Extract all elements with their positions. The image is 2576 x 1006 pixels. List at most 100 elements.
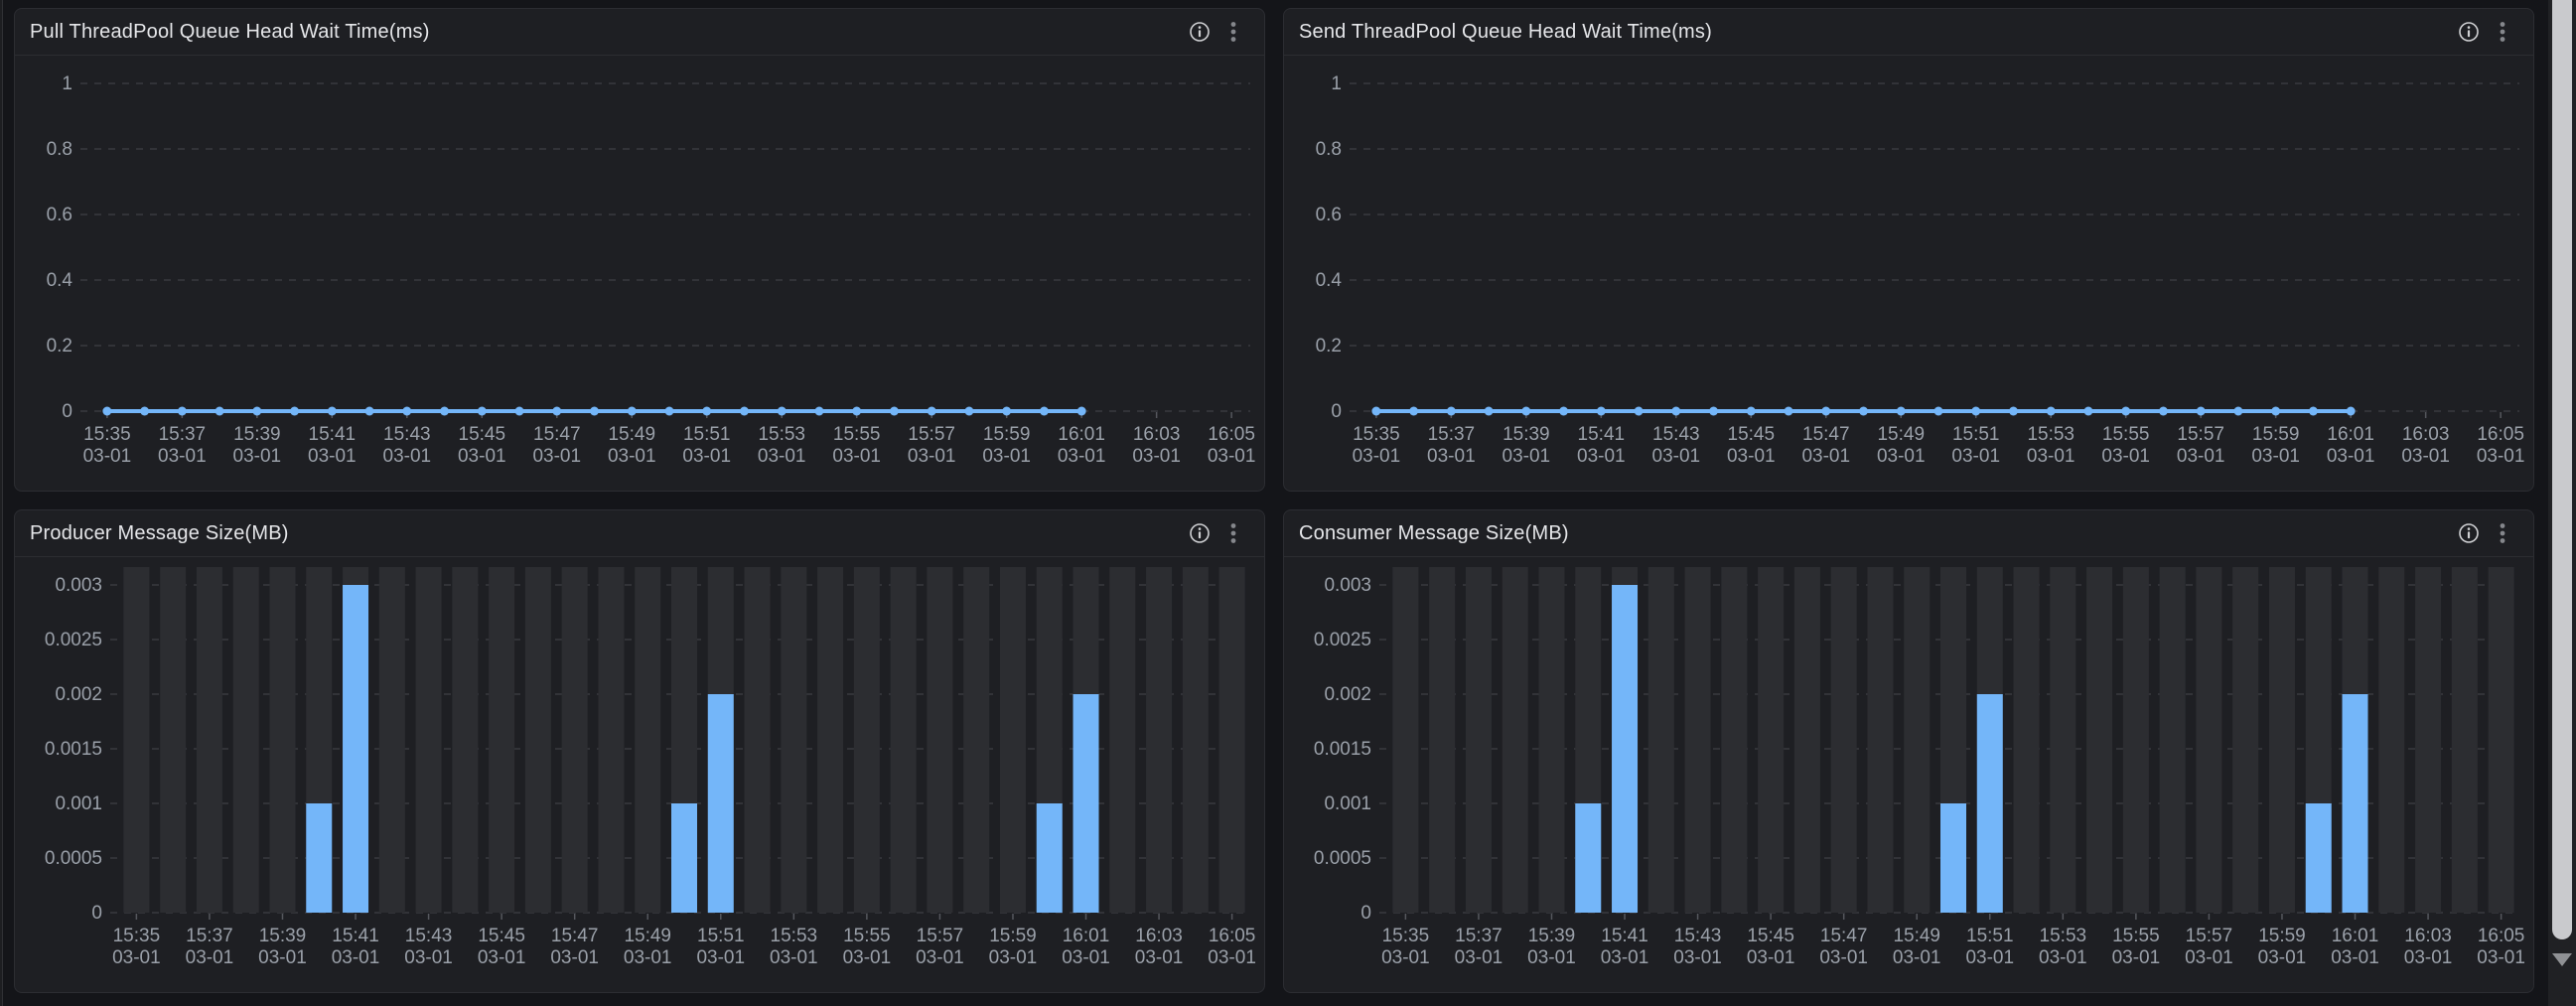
svg-text:15:57: 15:57: [908, 424, 955, 445]
svg-text:0.003: 0.003: [1324, 575, 1371, 596]
svg-text:16:01: 16:01: [2332, 926, 2379, 946]
svg-text:0.0005: 0.0005: [45, 848, 102, 869]
svg-text:03-01: 03-01: [2112, 947, 2161, 968]
svg-text:15:51: 15:51: [683, 424, 731, 445]
svg-text:15:47: 15:47: [1802, 424, 1850, 445]
svg-text:15:41: 15:41: [332, 926, 379, 946]
svg-text:03-01: 03-01: [1132, 446, 1181, 467]
svg-text:03-01: 03-01: [1965, 947, 2014, 968]
svg-text:03-01: 03-01: [332, 947, 380, 968]
svg-text:15:57: 15:57: [917, 926, 964, 946]
svg-text:03-01: 03-01: [1208, 446, 1256, 467]
svg-text:03-01: 03-01: [1062, 947, 1110, 968]
kebab-menu-icon[interactable]: [1216, 15, 1250, 49]
scrollbar[interactable]: [2548, 0, 2576, 1006]
panel-header: Send ThreadPool Queue Head Wait Time(ms): [1284, 9, 2533, 56]
svg-text:15:37: 15:37: [1455, 926, 1503, 946]
svg-text:03-01: 03-01: [1877, 446, 1926, 467]
svg-text:15:55: 15:55: [2112, 926, 2160, 946]
panel-consumer-message-size: Consumer Message Size(MB) 0 0.0005 0.001 0.…: [1283, 509, 2534, 993]
svg-text:15:57: 15:57: [2177, 424, 2224, 445]
info-icon[interactable]: [2452, 15, 2486, 49]
svg-text:16:01: 16:01: [2327, 424, 2374, 445]
kebab-menu-icon[interactable]: [2486, 15, 2519, 49]
svg-text:03-01: 03-01: [696, 947, 745, 968]
info-icon[interactable]: [1183, 516, 1216, 550]
svg-text:0.002: 0.002: [1324, 684, 1371, 705]
svg-text:15:37: 15:37: [186, 926, 233, 946]
svg-text:15:55: 15:55: [2102, 424, 2150, 445]
svg-text:0.002: 0.002: [55, 684, 102, 705]
svg-text:15:49: 15:49: [1893, 926, 1940, 946]
panel-header: Consumer Message Size(MB): [1284, 510, 2533, 557]
svg-text:03-01: 03-01: [1353, 446, 1401, 467]
svg-text:03-01: 03-01: [1652, 446, 1701, 467]
svg-text:03-01: 03-01: [1427, 446, 1476, 467]
svg-text:03-01: 03-01: [404, 947, 453, 968]
svg-text:15:53: 15:53: [758, 424, 805, 445]
svg-text:03-01: 03-01: [2404, 947, 2453, 968]
svg-text:03-01: 03-01: [832, 446, 881, 467]
svg-text:1: 1: [62, 73, 72, 94]
svg-text:15:55: 15:55: [843, 926, 891, 946]
svg-text:0: 0: [1331, 401, 1342, 422]
svg-text:03-01: 03-01: [2477, 947, 2525, 968]
chart-area-pull-wait-time[interactable]: 0 0.2 0.4 0.6 0.8 1 15:35 03-01 15:37 03-01 15:39 0…: [15, 56, 1264, 491]
chart-area-consumer-message-size[interactable]: 0 0.0005 0.001 0.0015 0.002 0.0025 0.003 15:35 0…: [1284, 557, 2533, 992]
svg-text:15:59: 15:59: [2258, 926, 2306, 946]
info-icon[interactable]: [1183, 15, 1216, 49]
info-icon[interactable]: [2452, 516, 2486, 550]
svg-text:0.0025: 0.0025: [1314, 630, 1371, 650]
svg-text:15:35: 15:35: [1353, 424, 1400, 445]
scroll-down-arrow-icon[interactable]: [2552, 953, 2572, 966]
svg-text:15:55: 15:55: [833, 424, 881, 445]
svg-text:16:01: 16:01: [1063, 926, 1110, 946]
svg-text:03-01: 03-01: [1801, 446, 1850, 467]
svg-text:03-01: 03-01: [1727, 446, 1776, 467]
svg-text:03-01: 03-01: [2039, 947, 2087, 968]
svg-text:16:05: 16:05: [1208, 424, 1255, 445]
svg-text:03-01: 03-01: [2185, 947, 2233, 968]
svg-text:15:45: 15:45: [478, 926, 525, 946]
svg-text:15:43: 15:43: [1674, 926, 1722, 946]
svg-text:15:35: 15:35: [83, 424, 131, 445]
svg-text:03-01: 03-01: [2251, 446, 2300, 467]
svg-text:03-01: 03-01: [233, 446, 282, 467]
panel-header: Pull ThreadPool Queue Head Wait Time(ms): [15, 9, 1264, 56]
svg-text:0.0015: 0.0015: [45, 739, 102, 760]
svg-text:15:49: 15:49: [1877, 424, 1925, 445]
svg-text:03-01: 03-01: [2477, 446, 2525, 467]
svg-text:03-01: 03-01: [2401, 446, 2450, 467]
svg-text:03-01: 03-01: [916, 947, 964, 968]
svg-text:03-01: 03-01: [1135, 947, 1184, 968]
svg-text:0: 0: [91, 903, 102, 924]
svg-text:15:57: 15:57: [2186, 926, 2233, 946]
svg-text:0.2: 0.2: [1316, 336, 1342, 357]
svg-text:0.001: 0.001: [1324, 793, 1371, 814]
svg-text:15:47: 15:47: [1820, 926, 1868, 946]
svg-text:15:39: 15:39: [1528, 926, 1576, 946]
panel-producer-message-size: Producer Message Size(MB) 0 0.0005 0.001 0.…: [14, 509, 1265, 993]
panel-title: Pull ThreadPool Queue Head Wait Time(ms): [30, 20, 430, 43]
svg-text:15:39: 15:39: [259, 926, 307, 946]
svg-text:03-01: 03-01: [2177, 446, 2225, 467]
kebab-menu-icon[interactable]: [1216, 516, 1250, 550]
chart-area-send-wait-time[interactable]: 0 0.2 0.4 0.6 0.8 1 15:35 03-01 15:37 03-01 15:39 0…: [1284, 56, 2533, 491]
svg-text:15:49: 15:49: [608, 424, 655, 445]
svg-text:15:59: 15:59: [2252, 424, 2300, 445]
svg-text:0.001: 0.001: [55, 793, 102, 814]
svg-text:03-01: 03-01: [158, 446, 207, 467]
svg-text:0.6: 0.6: [1316, 205, 1342, 225]
chart-area-producer-message-size[interactable]: 0 0.0005 0.001 0.0015 0.002 0.0025 0.003 15:35 0…: [15, 557, 1264, 992]
svg-text:03-01: 03-01: [308, 446, 357, 467]
scrollbar-thumb[interactable]: [2552, 0, 2572, 939]
svg-text:03-01: 03-01: [1819, 947, 1868, 968]
svg-text:03-01: 03-01: [478, 947, 526, 968]
svg-text:03-01: 03-01: [2331, 947, 2379, 968]
svg-text:15:53: 15:53: [771, 926, 818, 946]
kebab-menu-icon[interactable]: [2486, 516, 2519, 550]
svg-text:15:43: 15:43: [1652, 424, 1700, 445]
svg-text:15:45: 15:45: [1747, 926, 1794, 946]
svg-text:16:01: 16:01: [1058, 424, 1105, 445]
